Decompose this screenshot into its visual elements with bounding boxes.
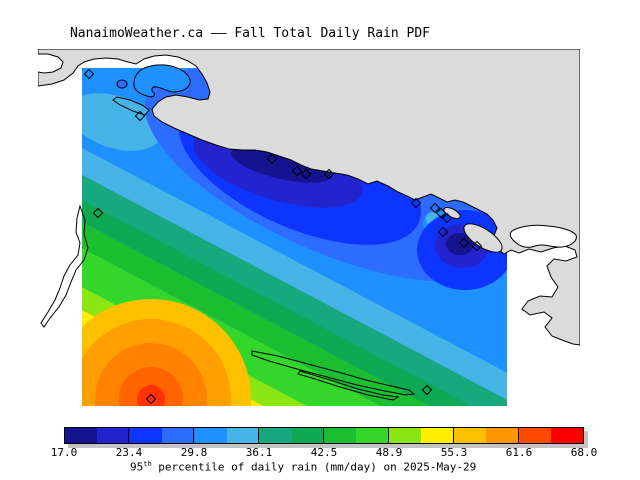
colorbar-cell: [291, 428, 324, 443]
station-marker: [145, 393, 157, 405]
band-42-46: [82, 222, 430, 406]
colorbar-cell: [485, 428, 519, 443]
band-46-49: [82, 248, 381, 406]
station-marker: [323, 168, 335, 180]
station-marker: [300, 168, 312, 180]
station-marker: [471, 240, 483, 252]
long-island-outline-south: [251, 350, 416, 396]
colorbar-cell: [388, 428, 422, 443]
white-inlet-east: [509, 224, 577, 248]
station-marker: [458, 237, 470, 249]
plot-title: NanaimoWeather.ca –– Fall Total Daily Ra…: [69, 26, 431, 41]
small-inlet-dot: [116, 79, 128, 89]
max-ring: [137, 385, 165, 406]
island-chain-west-outline: [40, 204, 89, 328]
narrow-channel: [112, 96, 150, 116]
colorbar-cell: [453, 428, 486, 443]
colorbar-cell: [356, 428, 389, 443]
colorbar-tick-labels: 17.0 23.4 29.8 36.1 42.5 48.9 55.3 61.6 68.0: [51, 446, 598, 460]
colorbar-cell: [65, 428, 98, 443]
station-marker: [437, 226, 449, 238]
station-marker: [429, 202, 441, 214]
colorbar-cell: [129, 428, 163, 443]
colorbar-tick-label: 17.0: [50, 446, 78, 459]
band-36-39: [82, 175, 507, 406]
station-marker: [421, 384, 433, 396]
min-a-core: [231, 145, 333, 183]
colorbar-cell: [194, 428, 227, 443]
station-marker: [410, 197, 422, 209]
station-marker: [266, 153, 278, 165]
station-marker: [441, 212, 453, 224]
colorbar-tick-label: 48.9: [375, 446, 403, 459]
station-marker: [92, 207, 104, 219]
colorbar-tick-label: 61.6: [505, 446, 533, 459]
colorbar-cell: [259, 428, 292, 443]
colorbar-cell: [162, 428, 195, 443]
colorbar-tick-label: 68.0: [570, 446, 598, 459]
colorbar-cell: [97, 428, 130, 443]
station-marker: [291, 165, 303, 177]
station-markers: [83, 68, 483, 405]
colorbar-tick-label: 23.4: [115, 446, 143, 459]
station-marker: [134, 110, 146, 122]
colorbar-tick-label: 29.8: [180, 446, 208, 459]
colorbar-caption: 95th percentile of daily rain (mm/day) o…: [130, 460, 476, 474]
small-island-gray-2: [463, 223, 503, 253]
colorbar-cell: [550, 428, 583, 443]
colorbar-cell: [518, 428, 551, 443]
colorbar: [64, 427, 584, 444]
colorbar-tick-label: 42.5: [310, 446, 338, 459]
station-marker: [435, 207, 447, 219]
colorbar-cell: [421, 428, 454, 443]
rain-maximum-rings: [82, 299, 251, 406]
station-marker: [83, 68, 95, 80]
band-39-42: [82, 200, 472, 406]
caption-superscript: th: [143, 460, 152, 468]
colorbar-tick-label: 55.3: [440, 446, 468, 459]
kidney-inlet: [133, 64, 191, 98]
caption-text: percentile of daily rain (mm/day) on 202…: [151, 460, 477, 474]
colorbar-tick-label: 36.1: [245, 446, 273, 459]
colorbar-cell: [324, 428, 357, 443]
band-33-36: [82, 148, 507, 400]
colorbar-cell: [226, 428, 260, 443]
small-island-outline-south: [297, 370, 400, 401]
caption-prefix: 95: [130, 460, 144, 474]
